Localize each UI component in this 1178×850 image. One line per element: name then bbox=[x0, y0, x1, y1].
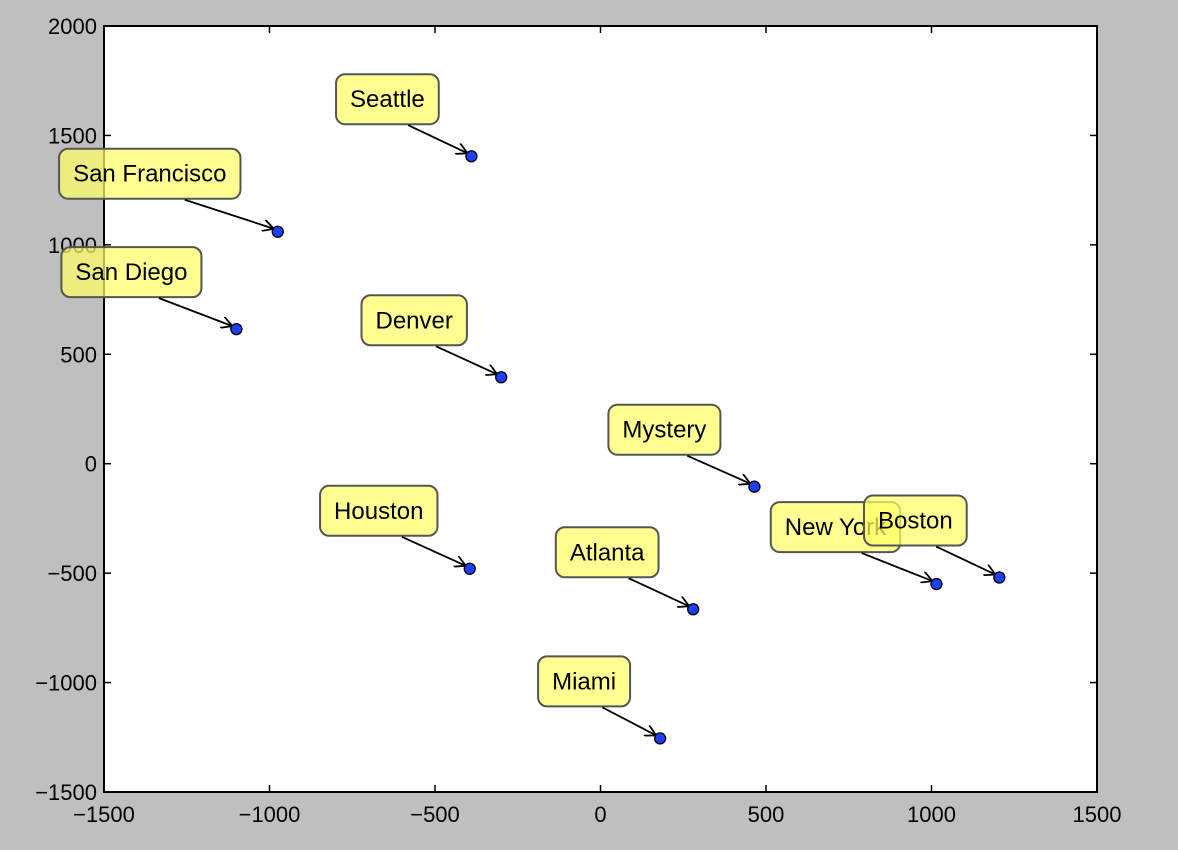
y-tick-label: 500 bbox=[60, 342, 97, 367]
data-point bbox=[748, 480, 761, 493]
annotation-arrow bbox=[935, 545, 995, 575]
x-tick-label: 1500 bbox=[1073, 802, 1122, 827]
label-box bbox=[554, 526, 660, 579]
x-tick-label: 1000 bbox=[907, 802, 956, 827]
annotation-san-francisco: San Francisco bbox=[58, 147, 284, 238]
annotation-mystery: Mystery bbox=[607, 403, 761, 493]
x-tick-labels: −1500 −1000 −500 0 500 1000 1500 bbox=[73, 802, 1121, 827]
annotation-denver: Denver bbox=[360, 294, 508, 384]
x-tick-label: −1000 bbox=[239, 802, 301, 827]
label-box bbox=[60, 246, 203, 299]
city-label: Miami bbox=[552, 668, 616, 695]
y-tick-label: 2000 bbox=[48, 14, 97, 39]
annotation-seattle: Seattle bbox=[335, 73, 478, 163]
annotation-boston: Boston bbox=[862, 494, 1006, 584]
data-point bbox=[463, 562, 476, 575]
city-label: Mystery bbox=[622, 417, 706, 444]
axis-ticks bbox=[103, 25, 1098, 793]
data-point bbox=[687, 603, 700, 616]
annotations: Seattle San Francisco San Diego Denver Myste… bbox=[58, 73, 1006, 745]
city-label: Houston bbox=[334, 498, 423, 525]
data-point bbox=[271, 225, 284, 238]
label-box bbox=[319, 484, 439, 537]
city-label: Atlanta bbox=[570, 539, 645, 566]
annotation-san-diego: San Diego bbox=[60, 246, 243, 336]
annotation-atlanta: Atlanta bbox=[554, 526, 700, 616]
annotation-arrow bbox=[158, 297, 232, 326]
annotation-arrow bbox=[686, 454, 750, 484]
annotation-miami: Miami bbox=[537, 655, 667, 745]
annotation-houston: Houston bbox=[319, 484, 476, 575]
label-box bbox=[607, 403, 722, 456]
city-label: Denver bbox=[376, 307, 453, 334]
x-tick-label: −500 bbox=[410, 802, 460, 827]
annotation-arrow bbox=[861, 552, 933, 581]
city-label: Seattle bbox=[350, 86, 425, 113]
data-point bbox=[930, 577, 943, 591]
city-label: San Francisco bbox=[73, 161, 226, 188]
y-tick-label: −1000 bbox=[35, 671, 97, 696]
label-box bbox=[537, 655, 632, 708]
x-tick-label: −1500 bbox=[73, 802, 135, 827]
y-tick-label: 1500 bbox=[48, 123, 97, 148]
annotation-arrow bbox=[184, 198, 274, 229]
annotation-arrow bbox=[407, 124, 467, 153]
label-box bbox=[360, 294, 468, 347]
data-point bbox=[495, 371, 508, 384]
y-tick-label: −1500 bbox=[35, 780, 97, 805]
annotation-arrow bbox=[601, 706, 656, 735]
y-tick-label: −500 bbox=[47, 561, 97, 586]
y-tick-label: 0 bbox=[85, 452, 97, 477]
label-box bbox=[335, 73, 440, 126]
city-label: Boston bbox=[878, 508, 953, 535]
label-box bbox=[862, 494, 968, 547]
city-label: San Diego bbox=[75, 259, 187, 286]
data-point bbox=[653, 732, 667, 745]
annotation-arrow bbox=[435, 345, 497, 374]
annotation-arrow bbox=[401, 535, 466, 566]
x-tick-label: 500 bbox=[748, 802, 785, 827]
x-tick-label: 0 bbox=[594, 802, 606, 827]
data-point bbox=[465, 150, 478, 163]
data-point bbox=[993, 571, 1006, 584]
data-point bbox=[230, 322, 243, 336]
annotation-arrow bbox=[628, 577, 689, 606]
label-box bbox=[58, 147, 242, 200]
